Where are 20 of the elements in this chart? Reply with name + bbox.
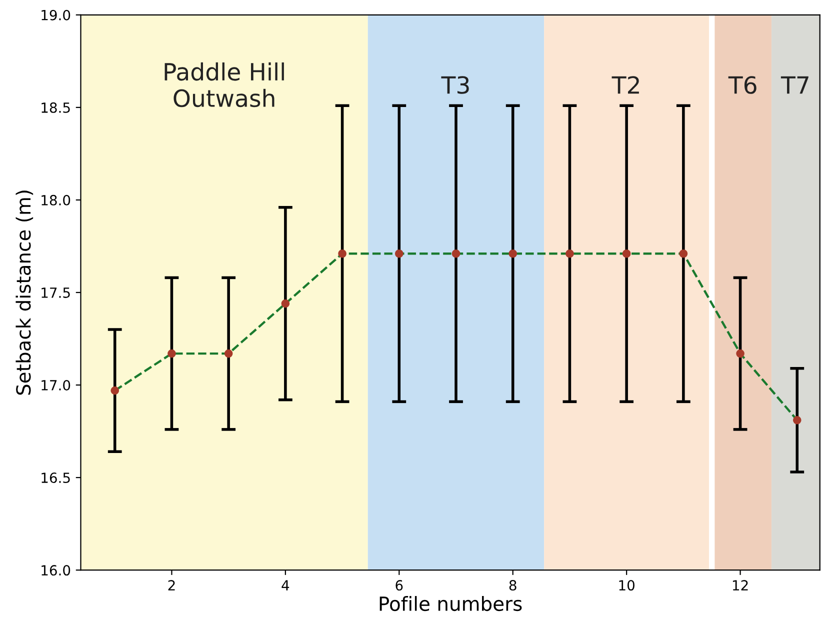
- y-axis-title: Setback distance (m): [16, 190, 34, 395]
- y-tick-label: 18.0: [42, 194, 70, 206]
- y-tick-label: 18.5: [42, 102, 70, 113]
- x-axis-title: Pofile numbers: [380, 596, 522, 612]
- x-tick-label: 6: [396, 580, 403, 591]
- x-tick-label: 12: [732, 580, 748, 590]
- y-tick-label: 17.5: [42, 288, 70, 298]
- band-label: Paddle Hill Outwash: [164, 62, 284, 108]
- band-label: T2: [612, 76, 639, 94]
- x-tick-label: 4: [282, 580, 290, 590]
- band-label: T7: [780, 76, 808, 94]
- band-label: T3: [441, 76, 469, 94]
- x-tick-label: 2: [168, 580, 175, 590]
- y-tick-label: 17.0: [42, 380, 70, 390]
- x-tick-label: 8: [509, 580, 516, 591]
- y-tick-label: 16.0: [42, 565, 70, 576]
- y-tick-label: 19.0: [42, 10, 70, 20]
- x-tick-label: 10: [619, 580, 634, 591]
- y-tick-label: 16.5: [42, 472, 70, 484]
- band-label: T6: [728, 76, 756, 94]
